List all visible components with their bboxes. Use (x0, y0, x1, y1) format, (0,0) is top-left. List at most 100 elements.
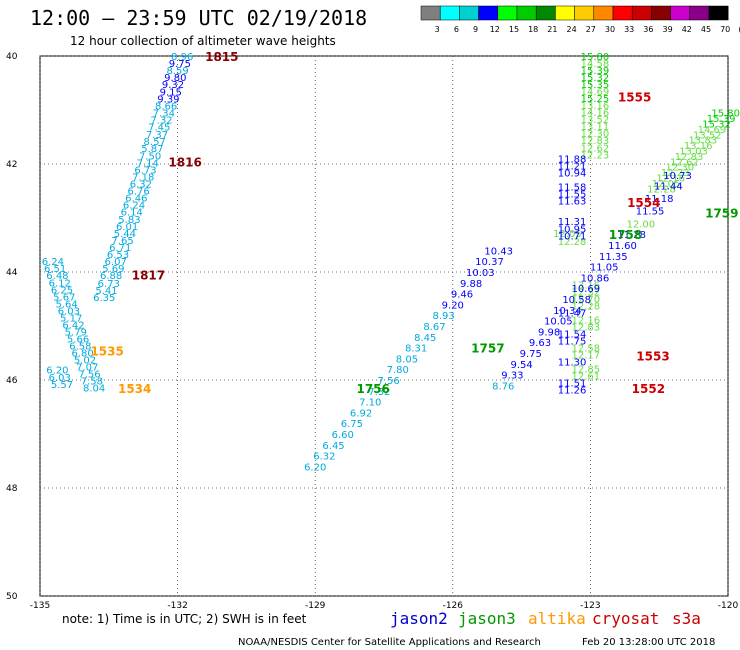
wave-height-point: 7.45 (148, 123, 170, 134)
scale-label: 6 (454, 25, 459, 34)
pass-time-label: 1758 (609, 228, 642, 242)
y-tick-label: 40 (6, 52, 18, 62)
wave-height-point: 15.80 (581, 52, 610, 63)
wave-height-point: 9.98 (538, 327, 560, 338)
wave-height-point: 9.80 (164, 73, 186, 84)
wave-height-point: 6.14 (121, 208, 143, 219)
wave-height-point: 8.93 (432, 311, 454, 322)
wave-height-point: 15.32 (702, 120, 731, 131)
scale-swatch (708, 5, 729, 21)
wave-height-point: 6.42 (62, 320, 84, 331)
wave-height-point: 15.80 (711, 109, 740, 120)
wave-height-point: 11.55 (636, 206, 665, 217)
wave-height-point: 7.14 (137, 158, 159, 169)
wave-height-point: 6.71 (109, 243, 131, 254)
wave-height-point: 12.28 (558, 237, 587, 248)
scale-swatch (612, 5, 633, 21)
y-tick-label: 50 (6, 592, 18, 602)
wave-height-point: 6.45 (322, 441, 344, 452)
wave-height-point: 10.03 (466, 268, 495, 279)
pass-time-label: 1534 (118, 382, 151, 396)
scale-label: 33 (624, 25, 634, 34)
wave-height-point: 11.75 (558, 337, 587, 348)
wave-height-point: 5.64 (55, 299, 77, 310)
y-tick-label: 48 (6, 484, 18, 494)
wave-height-point: 6.60 (332, 430, 354, 441)
x-tick-label: -126 (443, 601, 464, 611)
wave-height-point: 5.57 (51, 380, 73, 391)
wave-height-point: 12.23 (661, 168, 690, 179)
wave-height-point: 6.20 (304, 462, 326, 473)
wave-height-point: 10.71 (558, 231, 587, 242)
scale-label: 39 (663, 25, 673, 34)
scale-label: 3 (435, 25, 440, 34)
wave-height-point: 8.59 (166, 66, 188, 77)
wave-height-point: 14.69 (698, 125, 727, 136)
wave-height-point: 8.04 (83, 384, 105, 395)
scale-label: 36 (643, 25, 653, 34)
wave-height-point: 14.58 (581, 59, 610, 70)
wave-height-values: 8.969.758.599.809.329.159.398.667.347.32… (42, 52, 740, 473)
wave-height-point: 6.01 (116, 222, 138, 233)
wave-height-point: 12.83 (571, 323, 600, 334)
wave-height-point: 12.61 (571, 372, 600, 383)
wave-height-point: 13.03 (679, 147, 708, 158)
legend-jason3: jason3 (458, 609, 516, 628)
wave-height-point: 11.44 (654, 182, 683, 193)
wave-height-point: 9.63 (529, 338, 551, 349)
wave-height-point: 10.34 (553, 306, 582, 317)
wave-height-point: 10.94 (558, 169, 587, 180)
wave-height-point: 7.58 (81, 377, 103, 388)
pass-time-label: 1554 (627, 196, 660, 210)
scale-swatch (670, 5, 691, 21)
wave-height-point: 11.51 (558, 379, 587, 390)
wave-height-point: 6.73 (98, 279, 120, 290)
wave-height-point: 12.16 (656, 174, 685, 185)
wave-height-point: 7.34 (153, 109, 175, 120)
scale-swatch (459, 5, 479, 21)
wave-height-point: 12.70 (571, 294, 600, 305)
chart-subtitle: 12 hour collection of altimeter wave hei… (70, 34, 336, 48)
wave-height-point: 9.75 (169, 59, 191, 70)
scale-label: 70 (720, 25, 730, 34)
wave-height-point: 7.32 (150, 116, 172, 127)
wave-height-point: 7.07 (76, 363, 98, 374)
scale-label: 30 (605, 25, 615, 34)
x-tick-label: -120 (718, 601, 739, 611)
wave-height-point: 5.02 (74, 355, 96, 366)
wave-height-point: 6.03 (49, 373, 71, 384)
pass-time-label: 1555 (618, 91, 651, 105)
scale-swatch (651, 5, 671, 21)
scale-label: 45 (701, 25, 711, 34)
wave-height-point: 11.21 (558, 162, 587, 173)
wave-height-point: 12.00 (627, 219, 656, 230)
y-tick-label: 42 (6, 160, 17, 170)
wave-height-point: 10.69 (571, 284, 600, 295)
wave-height-point: 6.12 (49, 278, 71, 289)
scale-label: 9 (473, 25, 478, 34)
wave-height-point: 6.80 (72, 348, 94, 359)
wave-height-point: 11.26 (558, 386, 587, 397)
legend-altika: altika (528, 609, 586, 628)
satellite-legend: jason2 jason3 altika cryosat s3a (390, 609, 701, 628)
scale-label: 18 (528, 25, 538, 34)
wave-height-point: 11.54 (558, 330, 587, 341)
scale-swatch (689, 5, 710, 21)
wave-height-point: 8.66 (155, 102, 177, 113)
wave-height-point: 11.31 (558, 217, 587, 228)
wave-height-point: 12.62 (581, 143, 610, 154)
wave-height-point: 15.39 (707, 114, 736, 125)
wave-height-point: 7.65 (111, 236, 133, 247)
scale-swatch (497, 5, 518, 21)
wave-height-point: 15.25 (581, 94, 610, 105)
footer-note: note: 1) Time is in UTC; 2) SWH is in fe… (62, 612, 307, 626)
y-tick-label: 44 (6, 268, 18, 278)
wave-height-point: 7.18 (132, 172, 154, 183)
scale-swatch (516, 5, 537, 21)
wave-height-point: 12.17 (571, 351, 600, 362)
wave-height-point: 12.62 (670, 157, 699, 168)
wave-height-point: 6.20 (46, 366, 68, 377)
wave-height-point: 11.28 (617, 230, 646, 241)
wave-height-point: 12.05 (553, 229, 582, 240)
